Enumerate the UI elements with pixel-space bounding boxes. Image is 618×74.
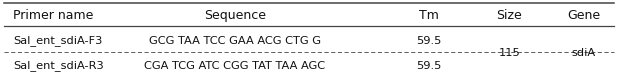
Text: Sequence: Sequence — [204, 9, 266, 22]
Text: Primer name: Primer name — [13, 9, 93, 22]
Text: Gene: Gene — [567, 9, 600, 22]
Text: 59.5: 59.5 — [417, 36, 442, 46]
Text: 59.5: 59.5 — [417, 61, 442, 71]
Text: 115: 115 — [499, 48, 520, 58]
Text: Size: Size — [496, 9, 522, 22]
Text: Sal_ent_sdiA-F3: Sal_ent_sdiA-F3 — [13, 35, 103, 46]
Text: GCG TAA TCC GAA ACG CTG G: GCG TAA TCC GAA ACG CTG G — [149, 36, 321, 46]
Text: sdiA: sdiA — [571, 48, 596, 58]
Text: Tm: Tm — [419, 9, 439, 22]
Text: CGA TCG ATC CGG TAT TAA AGC: CGA TCG ATC CGG TAT TAA AGC — [145, 61, 326, 71]
Text: Sal_ent_sdiA-R3: Sal_ent_sdiA-R3 — [13, 61, 104, 71]
